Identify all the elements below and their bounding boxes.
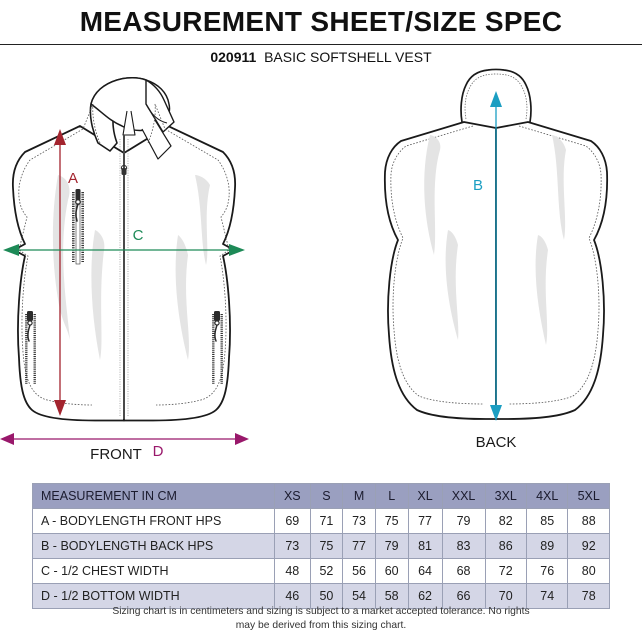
- svg-text:BACK: BACK: [476, 434, 517, 451]
- svg-text:B: B: [473, 177, 483, 194]
- svg-text:C: C: [133, 227, 144, 244]
- svg-text:D: D: [153, 443, 164, 460]
- svg-text:A: A: [68, 170, 78, 187]
- svg-text:FRONT: FRONT: [90, 446, 142, 460]
